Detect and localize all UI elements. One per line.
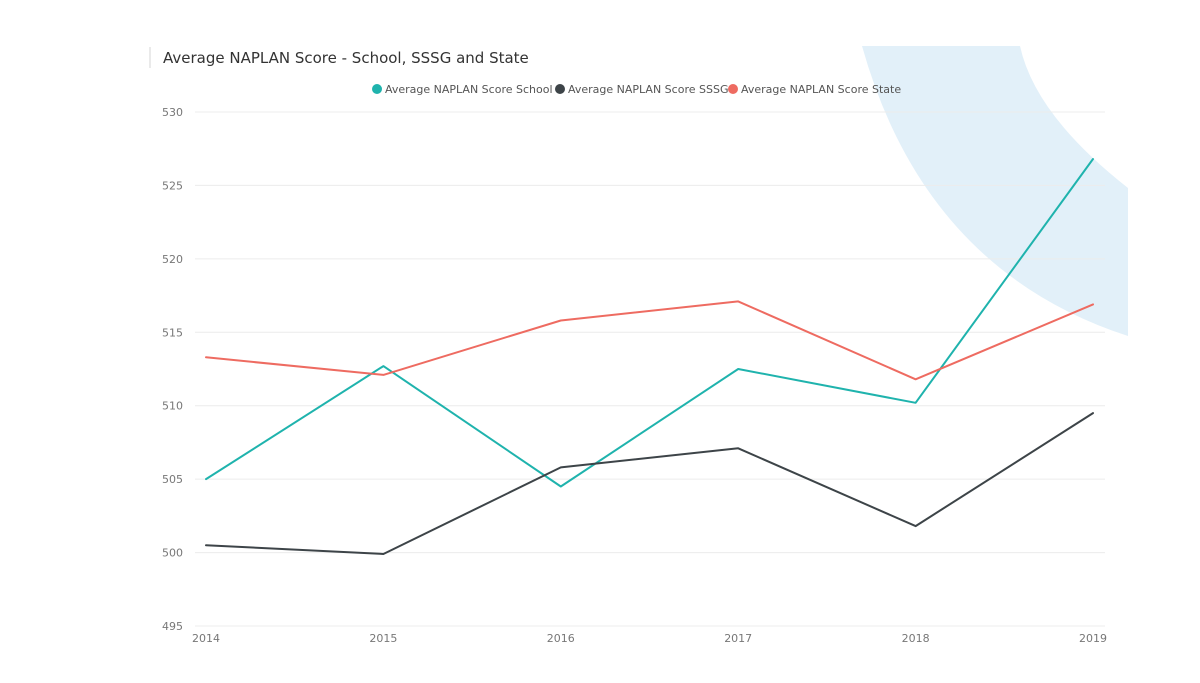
- data-point-average-naplan-score-school[interactable]: [1090, 156, 1096, 162]
- y-tick-label: 525: [162, 179, 183, 192]
- legend-marker: [372, 84, 382, 94]
- gridlines: [195, 111, 1105, 627]
- x-tick-label: 2017: [724, 632, 752, 645]
- data-point-average-naplan-score-state[interactable]: [203, 354, 209, 360]
- y-tick-label: 520: [162, 253, 183, 266]
- y-tick-label: 495: [162, 620, 183, 633]
- data-point-average-naplan-score-sssg[interactable]: [1090, 410, 1096, 416]
- data-point-average-naplan-score-state[interactable]: [735, 298, 741, 304]
- data-point-average-naplan-score-school[interactable]: [380, 363, 386, 369]
- legend-marker: [728, 84, 738, 94]
- data-point-average-naplan-score-school[interactable]: [558, 483, 564, 489]
- x-tick-label: 2015: [369, 632, 397, 645]
- background-arc-decoration: [862, 46, 1128, 336]
- y-tick-label: 510: [162, 400, 183, 413]
- data-point-average-naplan-score-sssg[interactable]: [203, 542, 209, 548]
- y-tick-label: 505: [162, 473, 183, 486]
- legend-label: Average NAPLAN Score School: [385, 83, 553, 96]
- data-point-average-naplan-score-state[interactable]: [1090, 301, 1096, 307]
- series-lines: [203, 156, 1096, 557]
- legend-label: Average NAPLAN Score State: [741, 83, 901, 96]
- data-point-average-naplan-score-sssg[interactable]: [913, 523, 919, 529]
- legend-item-average-naplan-score-sssg[interactable]: Average NAPLAN Score SSSG: [555, 83, 728, 96]
- series-line-average-naplan-score-school[interactable]: [205, 158, 1094, 488]
- chart-title: Average NAPLAN Score - School, SSSG and …: [163, 49, 529, 67]
- x-tick-label: 2019: [1079, 632, 1107, 645]
- data-point-average-naplan-score-state[interactable]: [913, 376, 919, 382]
- data-point-average-naplan-score-sssg[interactable]: [735, 445, 741, 451]
- legend-label: Average NAPLAN Score SSSG: [568, 83, 728, 96]
- x-axis: 2014 2015 2016 2017 2018 2019: [192, 632, 1107, 645]
- series-line-average-naplan-score-state[interactable]: [205, 300, 1094, 381]
- data-point-average-naplan-score-sssg[interactable]: [380, 551, 386, 557]
- legend-item-average-naplan-score-school[interactable]: Average NAPLAN Score School: [372, 83, 553, 96]
- x-tick-label: 2014: [192, 632, 220, 645]
- y-tick-label: 500: [162, 547, 183, 560]
- legend-marker: [555, 84, 565, 94]
- y-axis: 530 525 520 515 510 505 500 495: [162, 106, 183, 633]
- legend-item-average-naplan-score-state[interactable]: Average NAPLAN Score State: [728, 83, 901, 96]
- data-point-average-naplan-score-school[interactable]: [203, 476, 209, 482]
- legend: Average NAPLAN Score School Average NAPLA…: [372, 83, 901, 96]
- x-tick-label: 2016: [547, 632, 575, 645]
- series-line-average-naplan-score-sssg[interactable]: [205, 412, 1094, 555]
- data-point-average-naplan-score-school[interactable]: [913, 400, 919, 406]
- data-point-average-naplan-score-school[interactable]: [735, 366, 741, 372]
- y-tick-label: 530: [162, 106, 183, 119]
- y-tick-label: 515: [162, 326, 183, 339]
- data-point-average-naplan-score-state[interactable]: [558, 318, 564, 324]
- data-point-average-naplan-score-state[interactable]: [380, 372, 386, 378]
- data-point-average-naplan-score-sssg[interactable]: [558, 464, 564, 470]
- x-tick-label: 2018: [902, 632, 930, 645]
